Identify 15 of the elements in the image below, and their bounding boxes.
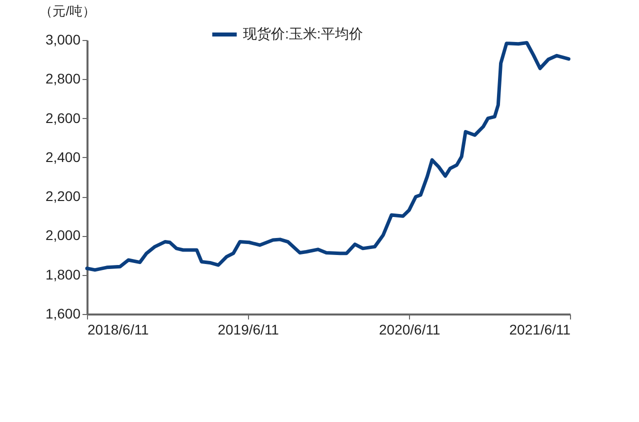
line-series bbox=[85, 40, 570, 272]
y-tick-label: 2,600 bbox=[45, 110, 81, 126]
x-tick-label: 2019/6/11 bbox=[218, 322, 280, 338]
x-tick-label: 2018/6/11 bbox=[88, 322, 149, 338]
x-tick-label: 2020/6/11 bbox=[379, 322, 440, 338]
legend-label: 现货价:玉米:平均价 bbox=[243, 26, 363, 42]
y-tick-label: 1,600 bbox=[45, 306, 81, 322]
y-tick-label: 2,800 bbox=[45, 70, 81, 87]
y-tick-label: 3,000 bbox=[45, 32, 81, 48]
y-tick-label: 1,800 bbox=[45, 266, 81, 282]
y-tick-label: 2,200 bbox=[45, 188, 81, 204]
y-axis-title: （元/吨） bbox=[40, 4, 96, 18]
x-tick-label: 2021/6/11 bbox=[509, 322, 571, 338]
y-tick-label: 2,400 bbox=[45, 148, 81, 165]
y-tick-label: 2,000 bbox=[45, 227, 81, 244]
